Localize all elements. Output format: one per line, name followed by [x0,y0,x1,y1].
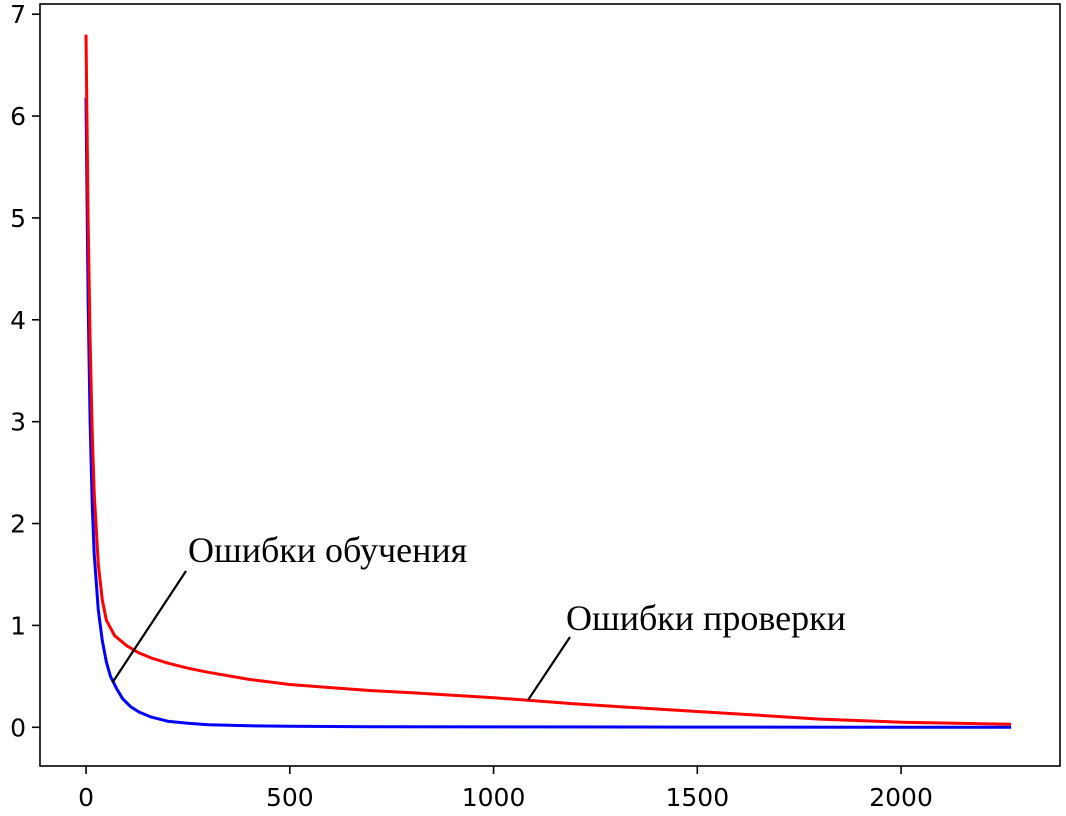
plot-frame [39,3,1061,767]
y-tick-label: 4 [10,306,26,335]
series-layer [84,34,1012,729]
y-tick-label: 3 [10,408,26,437]
y-tick-label: 5 [10,204,26,233]
y-tick-label: 0 [10,713,26,742]
x-tick-label: 500 [266,783,314,812]
y-tick-label: 2 [10,510,26,539]
x-axis: 0 500 1000 1500 2000 [78,766,933,812]
validation-error-label: Ошибки проверки [566,598,846,638]
training-error-pointer [111,570,187,684]
validation-error-pointer [527,636,571,701]
training-error-label: Ошибки обучения [188,530,467,570]
validation-error-line [84,34,1012,726]
x-tick-label: 2000 [869,783,933,812]
y-tick-label: 6 [10,102,26,131]
training-error-line [84,97,1012,729]
y-tick-label: 1 [10,611,26,640]
y-axis: 0 1 2 3 4 5 6 7 [10,0,40,742]
annotations-layer: Ошибки обучения Ошибки проверки [111,530,846,701]
y-tick-label: 7 [10,0,26,29]
x-tick-label: 0 [78,783,94,812]
x-tick-label: 1000 [462,783,526,812]
x-tick-label: 1500 [666,783,730,812]
